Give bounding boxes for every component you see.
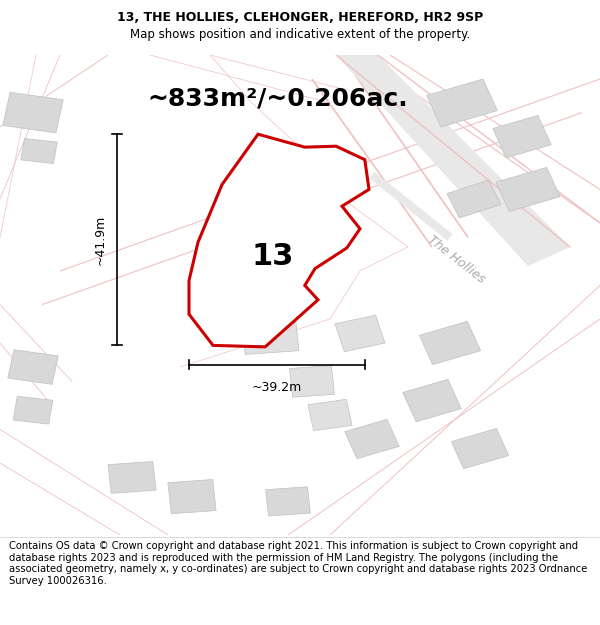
Polygon shape: [493, 116, 551, 158]
Polygon shape: [168, 479, 216, 514]
Polygon shape: [241, 312, 299, 354]
Polygon shape: [335, 315, 385, 352]
Polygon shape: [447, 180, 501, 218]
Polygon shape: [290, 366, 334, 398]
Text: ~833m²/~0.206ac.: ~833m²/~0.206ac.: [147, 86, 407, 110]
Polygon shape: [21, 139, 57, 164]
Polygon shape: [336, 55, 570, 266]
Polygon shape: [419, 321, 481, 364]
Polygon shape: [403, 379, 461, 422]
Polygon shape: [451, 429, 509, 469]
Polygon shape: [427, 79, 497, 127]
Polygon shape: [3, 92, 63, 133]
Text: 13: 13: [252, 242, 294, 271]
Polygon shape: [496, 168, 560, 211]
Polygon shape: [108, 461, 156, 493]
Polygon shape: [308, 399, 352, 431]
Text: Map shows position and indicative extent of the property.: Map shows position and indicative extent…: [130, 28, 470, 41]
Text: The Hollies: The Hollies: [425, 232, 487, 286]
Text: ~39.2m: ~39.2m: [252, 381, 302, 394]
Polygon shape: [266, 487, 310, 516]
Polygon shape: [345, 419, 399, 459]
Polygon shape: [13, 396, 53, 424]
Polygon shape: [8, 350, 58, 384]
Polygon shape: [189, 134, 369, 347]
Text: Contains OS data © Crown copyright and database right 2021. This information is : Contains OS data © Crown copyright and d…: [9, 541, 587, 586]
Text: ~41.9m: ~41.9m: [93, 214, 106, 265]
Text: 13, THE HOLLIES, CLEHONGER, HEREFORD, HR2 9SP: 13, THE HOLLIES, CLEHONGER, HEREFORD, HR…: [117, 11, 483, 24]
